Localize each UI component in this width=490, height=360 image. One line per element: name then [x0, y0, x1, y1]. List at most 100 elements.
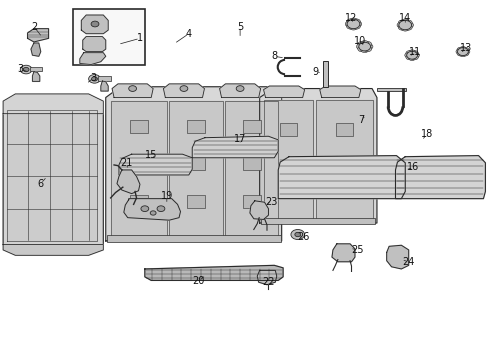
Circle shape: [358, 46, 366, 52]
Polygon shape: [145, 265, 283, 280]
Bar: [261, 219, 375, 224]
Circle shape: [291, 229, 305, 239]
Circle shape: [404, 20, 412, 26]
Circle shape: [463, 49, 470, 54]
Text: 1: 1: [137, 33, 143, 43]
Bar: [280, 163, 297, 176]
Text: 10: 10: [354, 36, 366, 46]
Text: 16: 16: [408, 162, 420, 172]
Bar: [73, 9, 146, 65]
Polygon shape: [316, 100, 373, 220]
Bar: [187, 157, 205, 170]
Text: 12: 12: [345, 13, 358, 23]
Polygon shape: [3, 99, 103, 250]
Circle shape: [91, 21, 99, 27]
Polygon shape: [257, 270, 277, 285]
Polygon shape: [225, 101, 278, 237]
Polygon shape: [250, 201, 269, 220]
Polygon shape: [106, 87, 282, 241]
Circle shape: [409, 55, 416, 60]
Text: 11: 11: [409, 46, 421, 57]
Polygon shape: [169, 101, 223, 237]
Polygon shape: [32, 72, 40, 81]
Text: 5: 5: [237, 22, 243, 32]
Bar: [130, 120, 147, 133]
Text: 7: 7: [358, 115, 365, 125]
Text: 3: 3: [17, 64, 24, 74]
Polygon shape: [81, 15, 108, 34]
Circle shape: [357, 44, 365, 49]
Bar: [130, 195, 147, 208]
Text: 14: 14: [399, 13, 412, 23]
Text: 18: 18: [420, 129, 433, 139]
Circle shape: [412, 55, 418, 60]
Circle shape: [398, 20, 406, 26]
Circle shape: [157, 206, 165, 212]
Text: 3: 3: [91, 73, 97, 83]
Circle shape: [397, 22, 405, 28]
Polygon shape: [111, 101, 167, 237]
Bar: [130, 157, 147, 170]
Circle shape: [460, 46, 466, 51]
Text: 22: 22: [262, 277, 275, 287]
Polygon shape: [119, 154, 192, 175]
Polygon shape: [192, 136, 278, 158]
Circle shape: [141, 206, 149, 212]
Text: 24: 24: [402, 257, 415, 267]
Circle shape: [150, 211, 156, 215]
Polygon shape: [3, 94, 103, 114]
Polygon shape: [83, 37, 106, 51]
Circle shape: [407, 51, 417, 59]
Text: 26: 26: [297, 232, 310, 242]
Polygon shape: [163, 84, 204, 98]
Text: 6: 6: [38, 179, 44, 189]
Circle shape: [462, 51, 469, 56]
Polygon shape: [112, 84, 153, 98]
Polygon shape: [31, 43, 41, 56]
Circle shape: [180, 86, 188, 91]
Bar: [243, 195, 261, 208]
Polygon shape: [124, 199, 180, 220]
Bar: [280, 123, 297, 136]
Bar: [336, 123, 353, 136]
Text: 25: 25: [351, 245, 364, 255]
Circle shape: [349, 24, 357, 30]
Bar: [30, 67, 42, 71]
Text: 20: 20: [193, 276, 205, 286]
Circle shape: [458, 48, 468, 55]
Bar: [377, 88, 406, 91]
Circle shape: [406, 51, 413, 56]
Bar: [187, 195, 205, 208]
Circle shape: [457, 47, 464, 52]
Circle shape: [398, 24, 406, 30]
Bar: [107, 235, 281, 242]
Polygon shape: [220, 84, 261, 98]
Circle shape: [347, 19, 360, 29]
Circle shape: [353, 19, 361, 24]
Text: 9: 9: [313, 67, 319, 77]
Circle shape: [399, 21, 412, 30]
Circle shape: [457, 51, 464, 56]
Circle shape: [23, 67, 29, 72]
Text: 17: 17: [234, 134, 246, 144]
Circle shape: [364, 46, 371, 52]
Circle shape: [412, 51, 418, 56]
Polygon shape: [6, 110, 98, 241]
Bar: [243, 157, 261, 170]
Circle shape: [409, 50, 416, 55]
Polygon shape: [80, 53, 106, 64]
Circle shape: [92, 77, 98, 81]
Circle shape: [346, 19, 354, 24]
Circle shape: [406, 22, 414, 28]
Circle shape: [413, 53, 419, 58]
Polygon shape: [264, 100, 314, 220]
Circle shape: [401, 25, 409, 31]
Text: 15: 15: [145, 150, 157, 160]
Bar: [187, 120, 205, 133]
Circle shape: [460, 52, 466, 57]
Polygon shape: [320, 86, 361, 98]
Polygon shape: [264, 86, 305, 98]
Bar: [323, 60, 328, 87]
Polygon shape: [27, 29, 49, 42]
Circle shape: [89, 75, 100, 83]
